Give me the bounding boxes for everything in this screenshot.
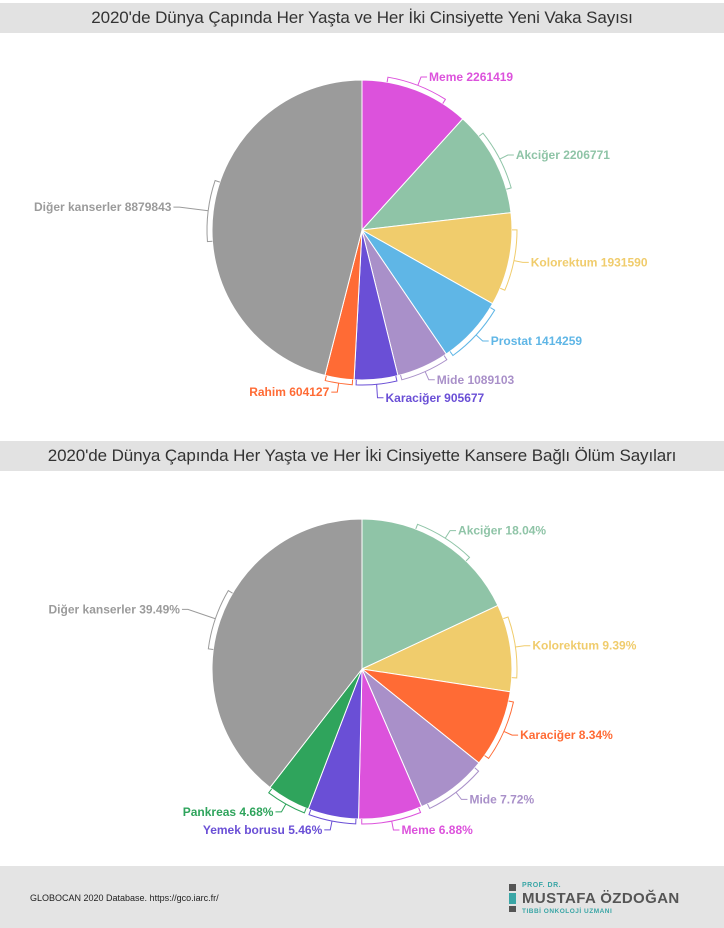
label-leader-diger-kanserler: [181, 608, 216, 620]
data-label-rahim: Rahim 604127: [249, 385, 329, 399]
data-label-diger-kanserler: Diğer kanserler 39.49%: [49, 602, 181, 616]
label-leader-yemek-borusu: [324, 820, 333, 831]
label-bracket-rahim: [324, 375, 354, 386]
label-leader-kolorektum: [515, 645, 531, 648]
label-bracket-akciger: [415, 523, 471, 562]
label-leader-rahim: [331, 383, 340, 393]
pie-chart-deaths: Akciğer 18.04% Kolorektum 9.39% Karaciğer …: [49, 518, 637, 837]
author-logo: PROF. DR. MUSTAFA ÖZDOĞAN TIBBİ ONKOLOJİ…: [509, 882, 709, 916]
label-leader-kolorektum: [513, 260, 529, 263]
data-label-diger-kanserler: Diğer kanserler 8879843: [34, 200, 172, 214]
pie-slice-meme: [361, 79, 464, 232]
data-label-yemek-borusu: Yemek borusu 5.46%: [203, 823, 323, 837]
logo-subtitle: TIBBİ ONKOLOJİ UZMANI: [522, 908, 613, 915]
logo-name: MUSTAFA ÖZDOĞAN: [522, 890, 680, 907]
label-leader-mide: [424, 371, 435, 381]
source-citation: GLOBOCAN 2020 Database. https://gco.iarc…: [30, 893, 219, 903]
label-leader-pankreas: [275, 803, 287, 813]
pie-slice-kolorektum: [360, 212, 513, 305]
chart-title-deaths: 2020'de Dünya Çapında Her Yaşta ve Her İ…: [0, 441, 724, 471]
data-label-kolorektum: Kolorektum 9.39%: [532, 639, 636, 653]
pie-slice-kolorektum: [360, 604, 513, 693]
pie-slice-diger-kanserler: [211, 79, 363, 376]
label-leader-prostat: [475, 334, 489, 342]
data-label-kolorektum: Kolorektum 1931590: [531, 255, 648, 269]
pie-slice-akciger: [361, 518, 499, 670]
data-label-meme: Meme 6.88%: [401, 823, 473, 837]
label-leader-akciger: [499, 154, 514, 160]
data-label-meme: Meme 2261419: [429, 70, 513, 84]
label-leader-meme: [391, 821, 400, 831]
label-bracket-akciger: [478, 132, 512, 190]
chart-title-new-cases: 2020'de Dünya Çapında Her Yaşta ve Her İ…: [0, 3, 724, 33]
pie-slice-akciger: [360, 118, 512, 231]
logo-mark-icon: [509, 884, 516, 912]
label-bracket-prostat: [449, 307, 496, 357]
pie-slice-diger-kanserler: [211, 518, 363, 789]
label-leader-akciger: [444, 530, 457, 539]
data-label-mide: Mide 1089103: [437, 373, 515, 387]
label-bracket-meme: [361, 807, 422, 825]
logo-prefix: PROF. DR.: [522, 882, 562, 889]
label-bracket-diger-kanserler: [207, 589, 233, 651]
label-leader-diger-kanserler: [173, 206, 209, 212]
label-bracket-kolorektum: [503, 616, 518, 679]
data-label-karaciger: Karaciğer 8.34%: [520, 728, 613, 742]
label-bracket-mide: [400, 355, 448, 381]
data-label-mide: Mide 7.72%: [469, 792, 534, 806]
label-leader-karaciger: [503, 730, 519, 736]
label-bracket-pankreas: [268, 788, 307, 814]
label-leader-karaciger: [376, 384, 384, 399]
footer: GLOBOCAN 2020 Database. https://gco.iarc…: [0, 866, 724, 928]
label-leader-mide: [455, 791, 468, 800]
data-label-karaciger: Karaciğer 905677: [385, 391, 484, 405]
label-bracket-yemek-borusu: [308, 809, 357, 825]
data-label-pankreas: Pankreas 4.68%: [183, 805, 274, 819]
data-label-prostat: Prostat 1414259: [491, 334, 583, 348]
data-label-akciger: Akciğer 2206771: [516, 148, 610, 162]
data-label-akciger: Akciğer 18.04%: [458, 524, 546, 538]
label-leader-meme: [417, 76, 428, 86]
pie-chart-new-cases: Meme 2261419 Akciğer 2206771 Kolorektum 19…: [34, 70, 648, 405]
